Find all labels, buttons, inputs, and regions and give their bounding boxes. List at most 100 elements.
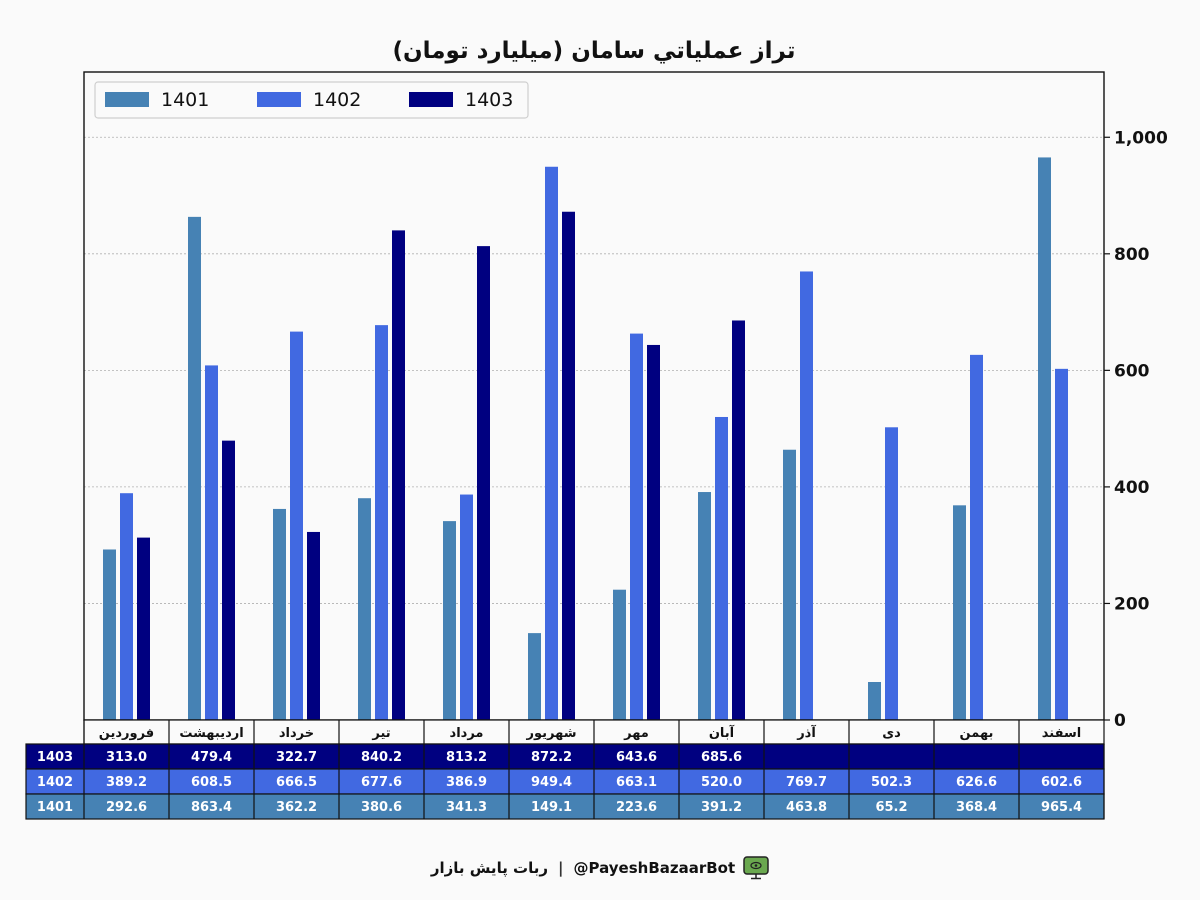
bar-1402-11 xyxy=(970,354,983,720)
table-month-label: مهر xyxy=(623,726,649,741)
y-tick-label: 200 xyxy=(1114,594,1150,614)
table-month-label: مرداد xyxy=(450,726,484,741)
bar-1403-1 xyxy=(137,537,150,720)
bar-1403-8 xyxy=(732,320,745,720)
table-month-label: تیر xyxy=(371,726,390,741)
legend-swatch-1403 xyxy=(409,92,453,107)
footer-handle: @PayeshBazaarBot xyxy=(573,859,736,877)
table-cell: 965.4 xyxy=(1041,800,1082,815)
bar-1403-7 xyxy=(647,344,660,720)
bar-1403-5 xyxy=(477,246,490,721)
bar-1402-5 xyxy=(460,494,473,720)
table-row-1403 xyxy=(25,743,1105,770)
legend: 1401 1402 1403 xyxy=(94,81,529,119)
table-row-label: 1402 xyxy=(37,775,73,790)
table-row-1402 xyxy=(25,768,1105,795)
table-cell: 368.4 xyxy=(956,800,997,815)
legend-label-1401: 1401 xyxy=(161,89,209,111)
table-month-label: فروردین xyxy=(99,726,154,741)
table-cell: 813.2 xyxy=(446,750,487,765)
table-cell: 223.6 xyxy=(616,800,657,815)
table-cell: 602.6 xyxy=(1041,775,1082,790)
y-tick-label: 600 xyxy=(1114,361,1150,381)
bar-1402-2 xyxy=(205,365,218,720)
bar-1402-8 xyxy=(715,416,728,720)
y-tick-label: 1,000 xyxy=(1114,128,1168,148)
bar-1403-6 xyxy=(562,211,575,720)
table-cell: 341.3 xyxy=(446,800,487,815)
monitor-icon xyxy=(743,856,769,880)
table-month-label: دی xyxy=(882,726,901,741)
table-month-label: آبان xyxy=(709,724,735,741)
y-tick-label: 0 xyxy=(1114,711,1126,731)
bar-1401-5 xyxy=(443,521,456,720)
data-table: فروردین اردیبهشت خرداد تیر مرداد شهریور مهر آبا… xyxy=(25,719,1105,820)
footer: ربات پایش بازار | @PayeshBazaarBot xyxy=(0,856,1200,880)
legend-swatch-1401 xyxy=(105,92,149,107)
bar-1401-4 xyxy=(358,498,371,720)
y-tick-label: 400 xyxy=(1114,478,1150,498)
table-cell: 677.6 xyxy=(361,775,402,790)
table-cell: 322.7 xyxy=(276,750,317,765)
table-cell: 949.4 xyxy=(531,775,572,790)
bar-1401-10 xyxy=(868,682,881,720)
table-cell: 479.4 xyxy=(191,750,232,765)
table-cell: 65.2 xyxy=(875,800,907,815)
table-cell: 313.0 xyxy=(106,750,147,765)
table-cell: 386.9 xyxy=(446,775,487,790)
bar-1401-1 xyxy=(103,549,116,720)
bar-1402-12 xyxy=(1055,368,1068,720)
table-cell: 663.1 xyxy=(616,775,657,790)
bar-1402-3 xyxy=(290,331,303,720)
bar-1401-6 xyxy=(528,633,541,720)
table-cell: 863.4 xyxy=(191,800,232,815)
table-cell: 608.5 xyxy=(191,775,232,790)
bar-1401-9 xyxy=(783,449,796,720)
table-month-label: شهریور xyxy=(526,726,577,741)
bar-1402-1 xyxy=(120,493,133,720)
bar-1403-2 xyxy=(222,440,235,720)
table-cell: 391.2 xyxy=(701,800,742,815)
table-month-label: بهمن xyxy=(960,726,994,741)
bar-1401-8 xyxy=(698,492,711,720)
table-month-label: آذر xyxy=(796,724,816,741)
table-cell: 463.8 xyxy=(786,800,827,815)
bar-1403-4 xyxy=(392,230,405,720)
table-cell: 643.6 xyxy=(616,750,657,765)
table-cell: 389.2 xyxy=(106,775,147,790)
bar-1402-10 xyxy=(885,427,898,720)
table-cell: 502.3 xyxy=(871,775,912,790)
plot-frame xyxy=(83,71,1105,721)
bar-1402-6 xyxy=(545,166,558,721)
table-month-label: خرداد xyxy=(279,726,314,741)
table-row-label: 1403 xyxy=(37,750,73,765)
bar-1401-11 xyxy=(953,505,966,720)
bar-1402-7 xyxy=(630,333,643,720)
table-cell: 769.7 xyxy=(786,775,827,790)
bar-1401-3 xyxy=(273,508,286,720)
table-row-1401 xyxy=(25,793,1105,820)
table-cell: 666.5 xyxy=(276,775,317,790)
table-cell: 380.6 xyxy=(361,800,402,815)
table-cell: 626.6 xyxy=(956,775,997,790)
legend-label-1403: 1403 xyxy=(465,89,513,111)
bar-1401-2 xyxy=(188,216,201,721)
table-month-label: اسفند xyxy=(1042,726,1081,741)
footer-separator: | xyxy=(558,859,564,877)
table-cell: 520.0 xyxy=(701,775,742,790)
table-cell: 362.2 xyxy=(276,800,317,815)
bars xyxy=(103,157,1068,721)
grid xyxy=(84,136,1104,604)
table-month-label: اردیبهشت xyxy=(179,726,243,741)
legend-label-1402: 1402 xyxy=(313,89,361,111)
footer-bot-name: ربات پایش بازار xyxy=(430,859,549,877)
y-axis: 0 200 400 600 800 1,000 xyxy=(1104,128,1168,731)
table-cell: 840.2 xyxy=(361,750,402,765)
chart-title: تراز عملیاتي سامان (میلیارد تومان) xyxy=(393,38,796,64)
bar-1402-9 xyxy=(800,271,813,720)
table-cell: 872.2 xyxy=(531,750,572,765)
y-tick-label: 800 xyxy=(1114,245,1150,265)
table-cell: 149.1 xyxy=(531,800,572,815)
table-cell: 685.6 xyxy=(701,750,742,765)
